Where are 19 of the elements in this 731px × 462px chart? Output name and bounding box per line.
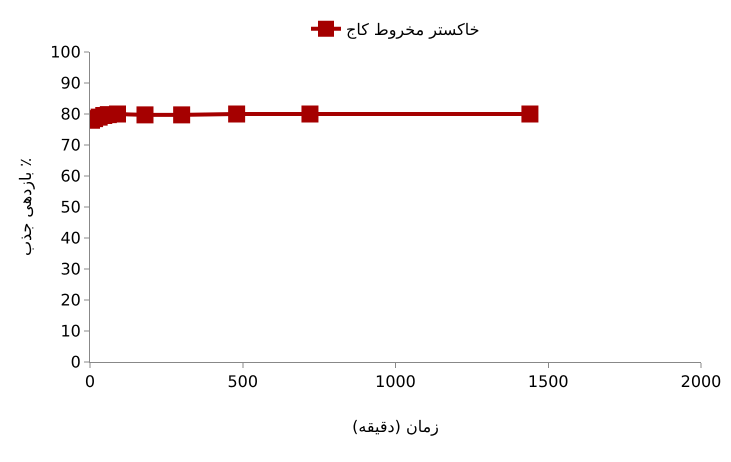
y-tick-label: 0 (70, 352, 81, 372)
y-axis-title: بازدهی جذب ٪ (16, 158, 36, 256)
x-tick-label: 1000 (375, 372, 416, 392)
y-tick-label: 20 (60, 290, 81, 310)
x-tick-label: 500 (227, 372, 258, 392)
y-tick-label: 80 (60, 104, 81, 124)
y-tick-label: 90 (60, 74, 81, 93)
y-tick-label: 40 (60, 228, 81, 248)
y-tick-label: 70 (60, 136, 81, 155)
y-tick-label: 30 (60, 260, 81, 279)
x-tick-label: 2000 (680, 372, 722, 392)
y-tick-label: 50 (60, 198, 81, 217)
y-tick-label: 60 (60, 166, 81, 186)
legend-label: خاکستر مخروط کاج (346, 20, 480, 39)
x-tick-label: 0 (84, 372, 96, 392)
x-tick-label: 1500 (528, 372, 569, 392)
y-tick-label: 100 (50, 42, 81, 62)
y-tick-label: 10 (60, 322, 81, 341)
x-axis-title: زمان (دقیقه) (352, 416, 439, 436)
